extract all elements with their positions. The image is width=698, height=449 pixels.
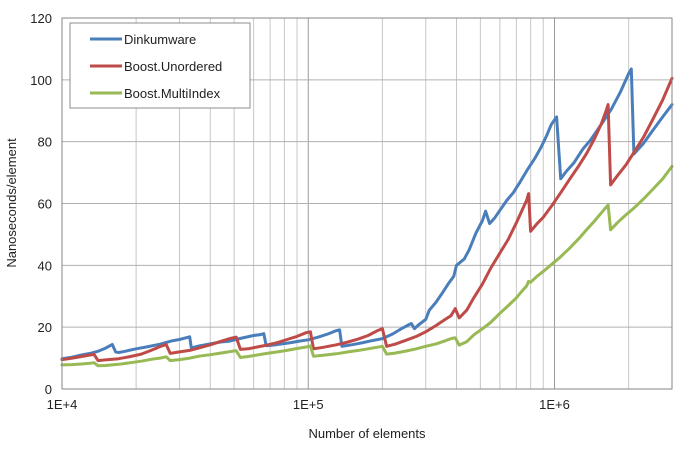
y-tick-label: 0 [45, 382, 52, 397]
y-tick-label: 120 [30, 11, 52, 26]
y-tick-labels: 0 20 40 60 80 100 120 [30, 11, 52, 397]
x-tick-label: 1E+6 [539, 397, 570, 412]
y-axis-label: Nanoseconds/element [4, 138, 19, 268]
plot-border [61, 17, 673, 390]
series-line-dinkumware [60, 67, 674, 361]
series-line-boost-unordered [60, 76, 674, 363]
y-tick-label: 100 [30, 73, 52, 88]
x-axis-label: Number of elements [308, 426, 426, 441]
y-tick-label: 80 [38, 135, 52, 150]
y-tick-label: 20 [38, 320, 52, 335]
series-line-boost-multiindex [60, 164, 674, 368]
y-tick-label: 60 [38, 197, 52, 212]
legend-label: Boost.Unordered [124, 59, 222, 74]
legend-label: Boost.MultiIndex [124, 86, 221, 101]
legend-label: Dinkumware [124, 32, 196, 47]
x-tick-labels: 1E+4 1E+5 1E+6 [47, 397, 570, 412]
x-tick-label: 1E+4 [47, 397, 78, 412]
legend: Dinkumware Boost.Unordered Boost.MultiInde… [69, 22, 251, 109]
y-tick-label: 40 [38, 258, 52, 273]
x-tick-label: 1E+5 [293, 397, 324, 412]
series-lines [60, 67, 674, 368]
